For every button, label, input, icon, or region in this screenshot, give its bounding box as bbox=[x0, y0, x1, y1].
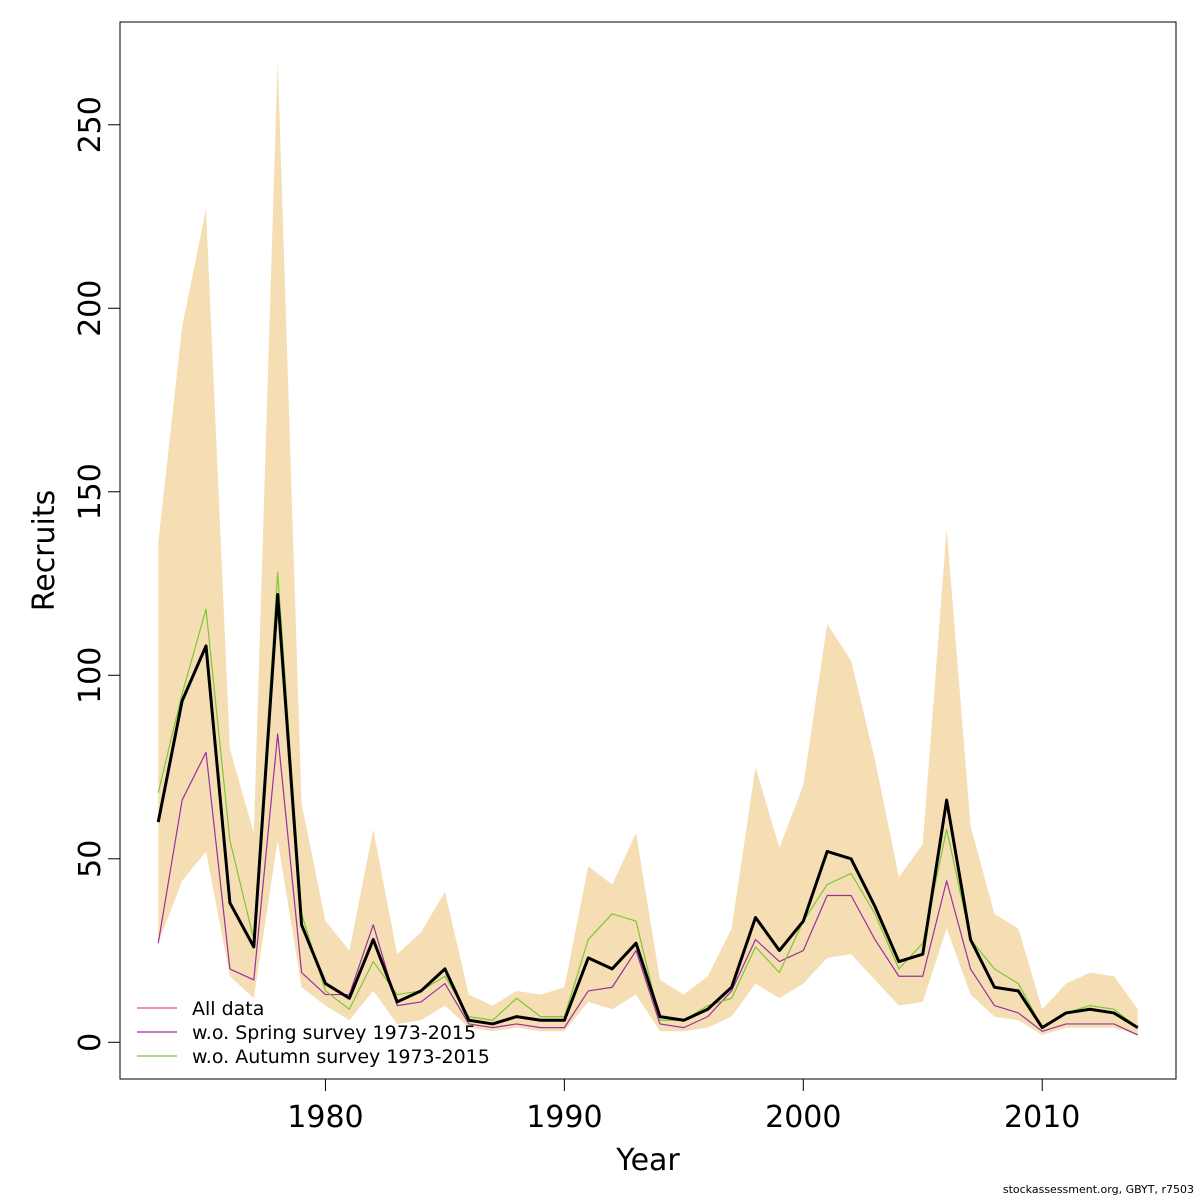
confidence-band bbox=[158, 58, 1138, 1035]
legend: All data w.o. Spring survey 1973-2015 w.… bbox=[137, 998, 490, 1068]
series-line-all-data bbox=[156, 593, 1139, 1030]
x-axis-title: Year bbox=[615, 1143, 680, 1178]
axis-layer: 1980 1990 2000 2010 0 50 100 150 200 250 bbox=[73, 96, 1080, 1135]
y-tick-label: 0 bbox=[73, 1033, 108, 1052]
x-tick-label: 1980 bbox=[287, 1100, 363, 1135]
x-tick-label: 2010 bbox=[1004, 1100, 1080, 1135]
legend-label-autumn: w.o. Autumn survey 1973-2015 bbox=[192, 1046, 490, 1068]
series-line-spring bbox=[157, 733, 1139, 1036]
x-tick-label: 2000 bbox=[765, 1100, 841, 1135]
plot-layer bbox=[156, 58, 1139, 1036]
y-tick-label: 200 bbox=[73, 280, 108, 337]
x-tick-label: 1990 bbox=[526, 1100, 602, 1135]
y-axis-title: Recruits bbox=[27, 490, 62, 612]
y-tick-label: 250 bbox=[73, 96, 108, 153]
y-tick-label: 100 bbox=[73, 647, 108, 704]
y-tick-label: 150 bbox=[73, 463, 108, 520]
legend-label-all-data: All data bbox=[192, 998, 264, 1020]
y-tick-label: 50 bbox=[73, 840, 108, 878]
legend-label-spring: w.o. Spring survey 1973-2015 bbox=[192, 1022, 476, 1044]
credit-text: stockassessment.org, GBYT, r7503 bbox=[1002, 1183, 1194, 1196]
